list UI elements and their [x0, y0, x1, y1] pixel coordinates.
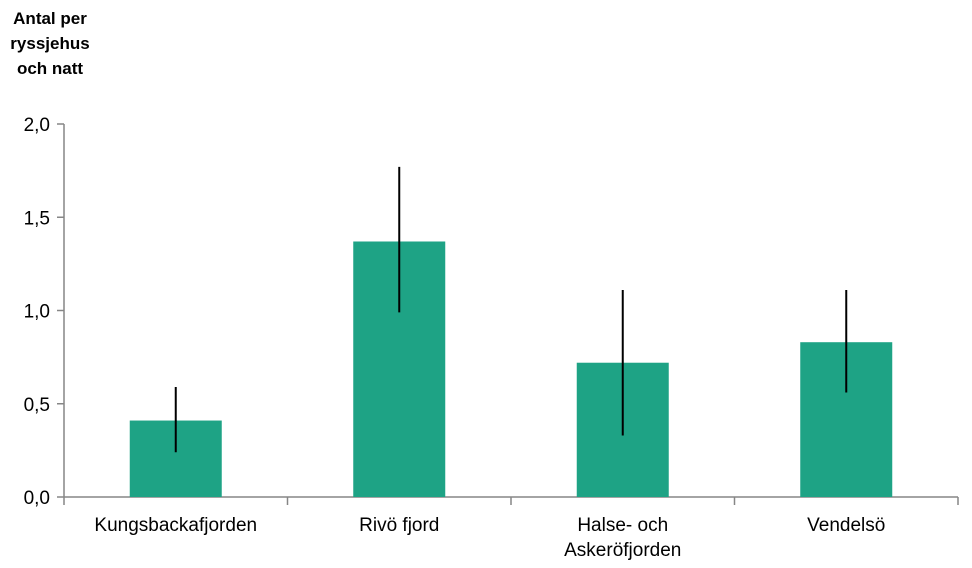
- category-label: Kungsbackafjorden: [94, 515, 257, 536]
- y-axis: 0,0 0,5 1,0 1,5 2,0: [24, 115, 65, 509]
- y-tick-label: 1,5: [24, 208, 50, 229]
- y-axis-title: Antal per ryssjehus och natt: [10, 9, 89, 78]
- category-label: Askeröfjorden: [564, 540, 681, 561]
- category-label: Vendelsö: [807, 515, 885, 536]
- y-tick-label: 1,0: [24, 302, 50, 323]
- category-label: Halse- och: [577, 515, 668, 536]
- y-tick-label: 0,5: [24, 395, 50, 416]
- error-bars: [174, 166, 848, 453]
- y-tick-label: 0,0: [24, 488, 50, 509]
- x-axis: [63, 496, 959, 505]
- y-axis-title-line: Antal per: [13, 9, 87, 28]
- category-labels: Kungsbackafjorden Rivö fjord Halse- och Ask…: [94, 515, 885, 561]
- y-axis-title-line: ryssjehus: [10, 34, 89, 53]
- y-axis-title-line: och natt: [17, 59, 83, 78]
- category-label: Rivö fjord: [359, 515, 439, 536]
- bars: [129, 241, 893, 497]
- y-tick-label: 2,0: [24, 115, 50, 136]
